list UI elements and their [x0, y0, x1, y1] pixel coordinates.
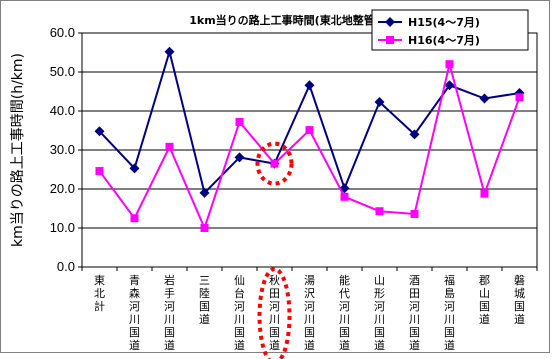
data-point-square [340, 192, 349, 201]
x-tick-label: 福島河川国道 [444, 273, 455, 352]
data-point-diamond [234, 152, 245, 163]
x-tick-label: 秋田河川国道 [269, 273, 280, 352]
data-point-square [410, 209, 419, 218]
y-tick-label: 0.0 [57, 259, 75, 274]
y-tick-label: 10.0 [50, 220, 75, 235]
data-point-square [305, 126, 314, 135]
x-tick-label: 磐城国道 [514, 273, 525, 326]
legend-marker-h15 [385, 17, 395, 27]
chart-title: 1km当りの路上工事時間(東北地整管内) [189, 13, 391, 27]
data-point-diamond [444, 80, 455, 91]
x-tick-label: 湯沢河川国道 [304, 274, 315, 352]
data-point-diamond [374, 97, 385, 108]
x-tick-label: 能代河川国道 [339, 273, 350, 352]
data-point-square [200, 224, 209, 232]
data-point-square [165, 142, 174, 151]
legend: H15(4～7月) H16(4～7月) [371, 9, 529, 51]
legend-label-h16: H16(4～7月) [408, 34, 480, 47]
data-point-square [515, 93, 524, 102]
x-tick-label: 酒田河川国道 [409, 274, 420, 352]
data-point-square [480, 189, 489, 198]
data-point-square [375, 207, 384, 216]
highlight-oval-point [255, 141, 294, 186]
data-point-diamond [94, 126, 105, 137]
legend-box [371, 9, 529, 51]
series-group [94, 46, 525, 232]
legend-marker-h16 [386, 36, 394, 44]
y-tick-label: 20.0 [50, 181, 75, 196]
x-tick-label: 青森河川国道 [129, 274, 140, 352]
data-point-square [95, 167, 104, 176]
legend-label-h15: H15(4～7月) [408, 16, 480, 29]
x-tick-label: 三陸国道 [199, 274, 210, 326]
x-tick-label: 東北計 [94, 274, 105, 313]
data-point-square [270, 159, 279, 168]
x-tick-label: 山形河川国道 [374, 274, 385, 352]
data-point-diamond [129, 163, 140, 174]
x-tick-label: 岩手河川国道 [164, 273, 175, 352]
y-tick-labels: 0.0 10.0 20.0 30.0 40.0 50.0 60.0 [50, 25, 75, 274]
x-tick-label: 仙台河川国道 [234, 274, 245, 352]
data-point-diamond [409, 129, 420, 140]
highlight-oval-label [257, 267, 292, 359]
data-point-diamond [304, 80, 315, 91]
data-point-diamond [479, 93, 490, 104]
y-tick-label: 60.0 [50, 25, 75, 40]
y-tick-label: 40.0 [50, 103, 75, 118]
data-point-diamond [199, 187, 210, 198]
data-point-square [445, 60, 454, 69]
y-tick-label: 50.0 [50, 64, 75, 79]
data-point-diamond [164, 46, 175, 57]
x-tick-labels: 東北計 青森河川国道 岩手河川国道 三陸国道 仙台河川国道 秋田河川国道 湯沢河川国道 能代河… [94, 273, 525, 352]
y-axis-label: km当りの路上工事時間(h/km) [10, 53, 26, 247]
y-tick-label: 30.0 [50, 142, 75, 157]
data-point-square [130, 214, 139, 223]
highlight-ovals [255, 141, 294, 359]
x-tick-label: 郡山国道 [479, 274, 490, 326]
data-point-square [235, 117, 244, 126]
